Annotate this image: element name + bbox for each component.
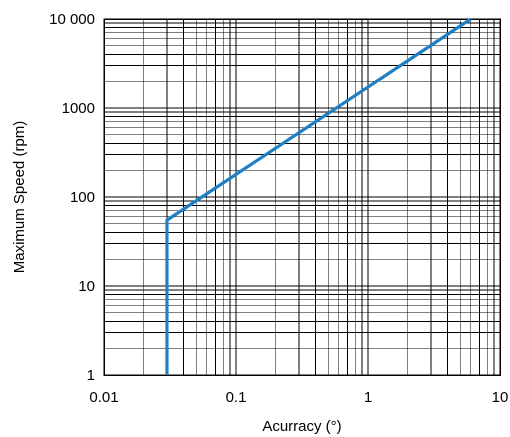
series-line — [165, 17, 472, 375]
y-axis-label: Maximum Speed (rpm) — [11, 121, 28, 274]
x-tick-label: 1 — [364, 389, 372, 406]
y-tick-label: 1 — [87, 367, 95, 384]
y-tick-label: 10 000 — [49, 11, 95, 28]
y-tick-labels: 1 10 100 1000 10 000 — [49, 11, 95, 384]
x-tick-labels: 0.01 0.1 1 10 — [89, 389, 508, 406]
plot-frame — [103, 18, 501, 376]
x-tick-label: 0.1 — [226, 389, 247, 406]
x-tick-label: 10 — [492, 389, 509, 406]
x-tick-label: 0.01 — [89, 389, 118, 406]
x-axis-label: Acurracy (°) — [262, 418, 341, 435]
series-layer — [165, 17, 472, 375]
y-tick-label: 100 — [70, 189, 95, 206]
y-tick-label: 10 — [78, 278, 95, 295]
y-tick-label: 1000 — [62, 100, 95, 117]
grid — [104, 19, 500, 375]
